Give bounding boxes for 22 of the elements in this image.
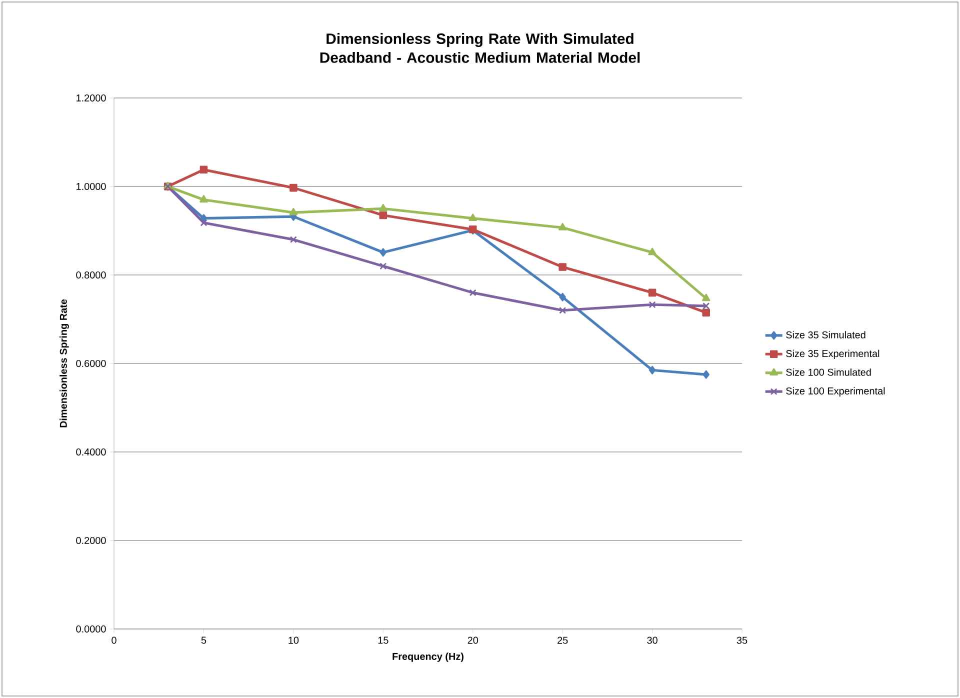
x-tick-label: 15: [378, 636, 388, 644]
x-axis-title: Frequency (Hz): [392, 652, 464, 662]
x-tick-label: 5: [201, 636, 206, 644]
y-axis-title: Dimensionless Spring Rate: [60, 299, 69, 428]
chart-title: Dimensionless Spring Rate With Simulated Deadband - Acoustic Medium Material Model: [320, 33, 640, 63]
legend-label: Size 100 Simulated: [786, 368, 871, 376]
x-tick-label: 20: [468, 636, 478, 644]
x-tick-label: 0: [112, 636, 116, 644]
y-tick-label: 1.0000: [76, 182, 106, 190]
x-tick-label: 30: [647, 636, 658, 644]
x-tick-label: 10: [288, 636, 299, 644]
legend-label: Size 35 Simulated: [786, 331, 866, 338]
y-tick-label: 1.2000: [76, 94, 106, 102]
x-tick-label: 35: [736, 636, 748, 644]
y-tick-label: 0.2000: [76, 536, 106, 544]
legend-label: Size 35 Experimental: [786, 350, 880, 360]
y-tick-label: 0.0000: [76, 625, 106, 633]
y-tick-label: 0.6000: [76, 360, 106, 368]
y-tick-label: 0.4000: [76, 448, 106, 456]
legend-label: Size 100 Experimental: [786, 387, 885, 396]
y-tick-label: 0.8000: [76, 271, 106, 279]
x-tick-label: 25: [558, 636, 568, 644]
